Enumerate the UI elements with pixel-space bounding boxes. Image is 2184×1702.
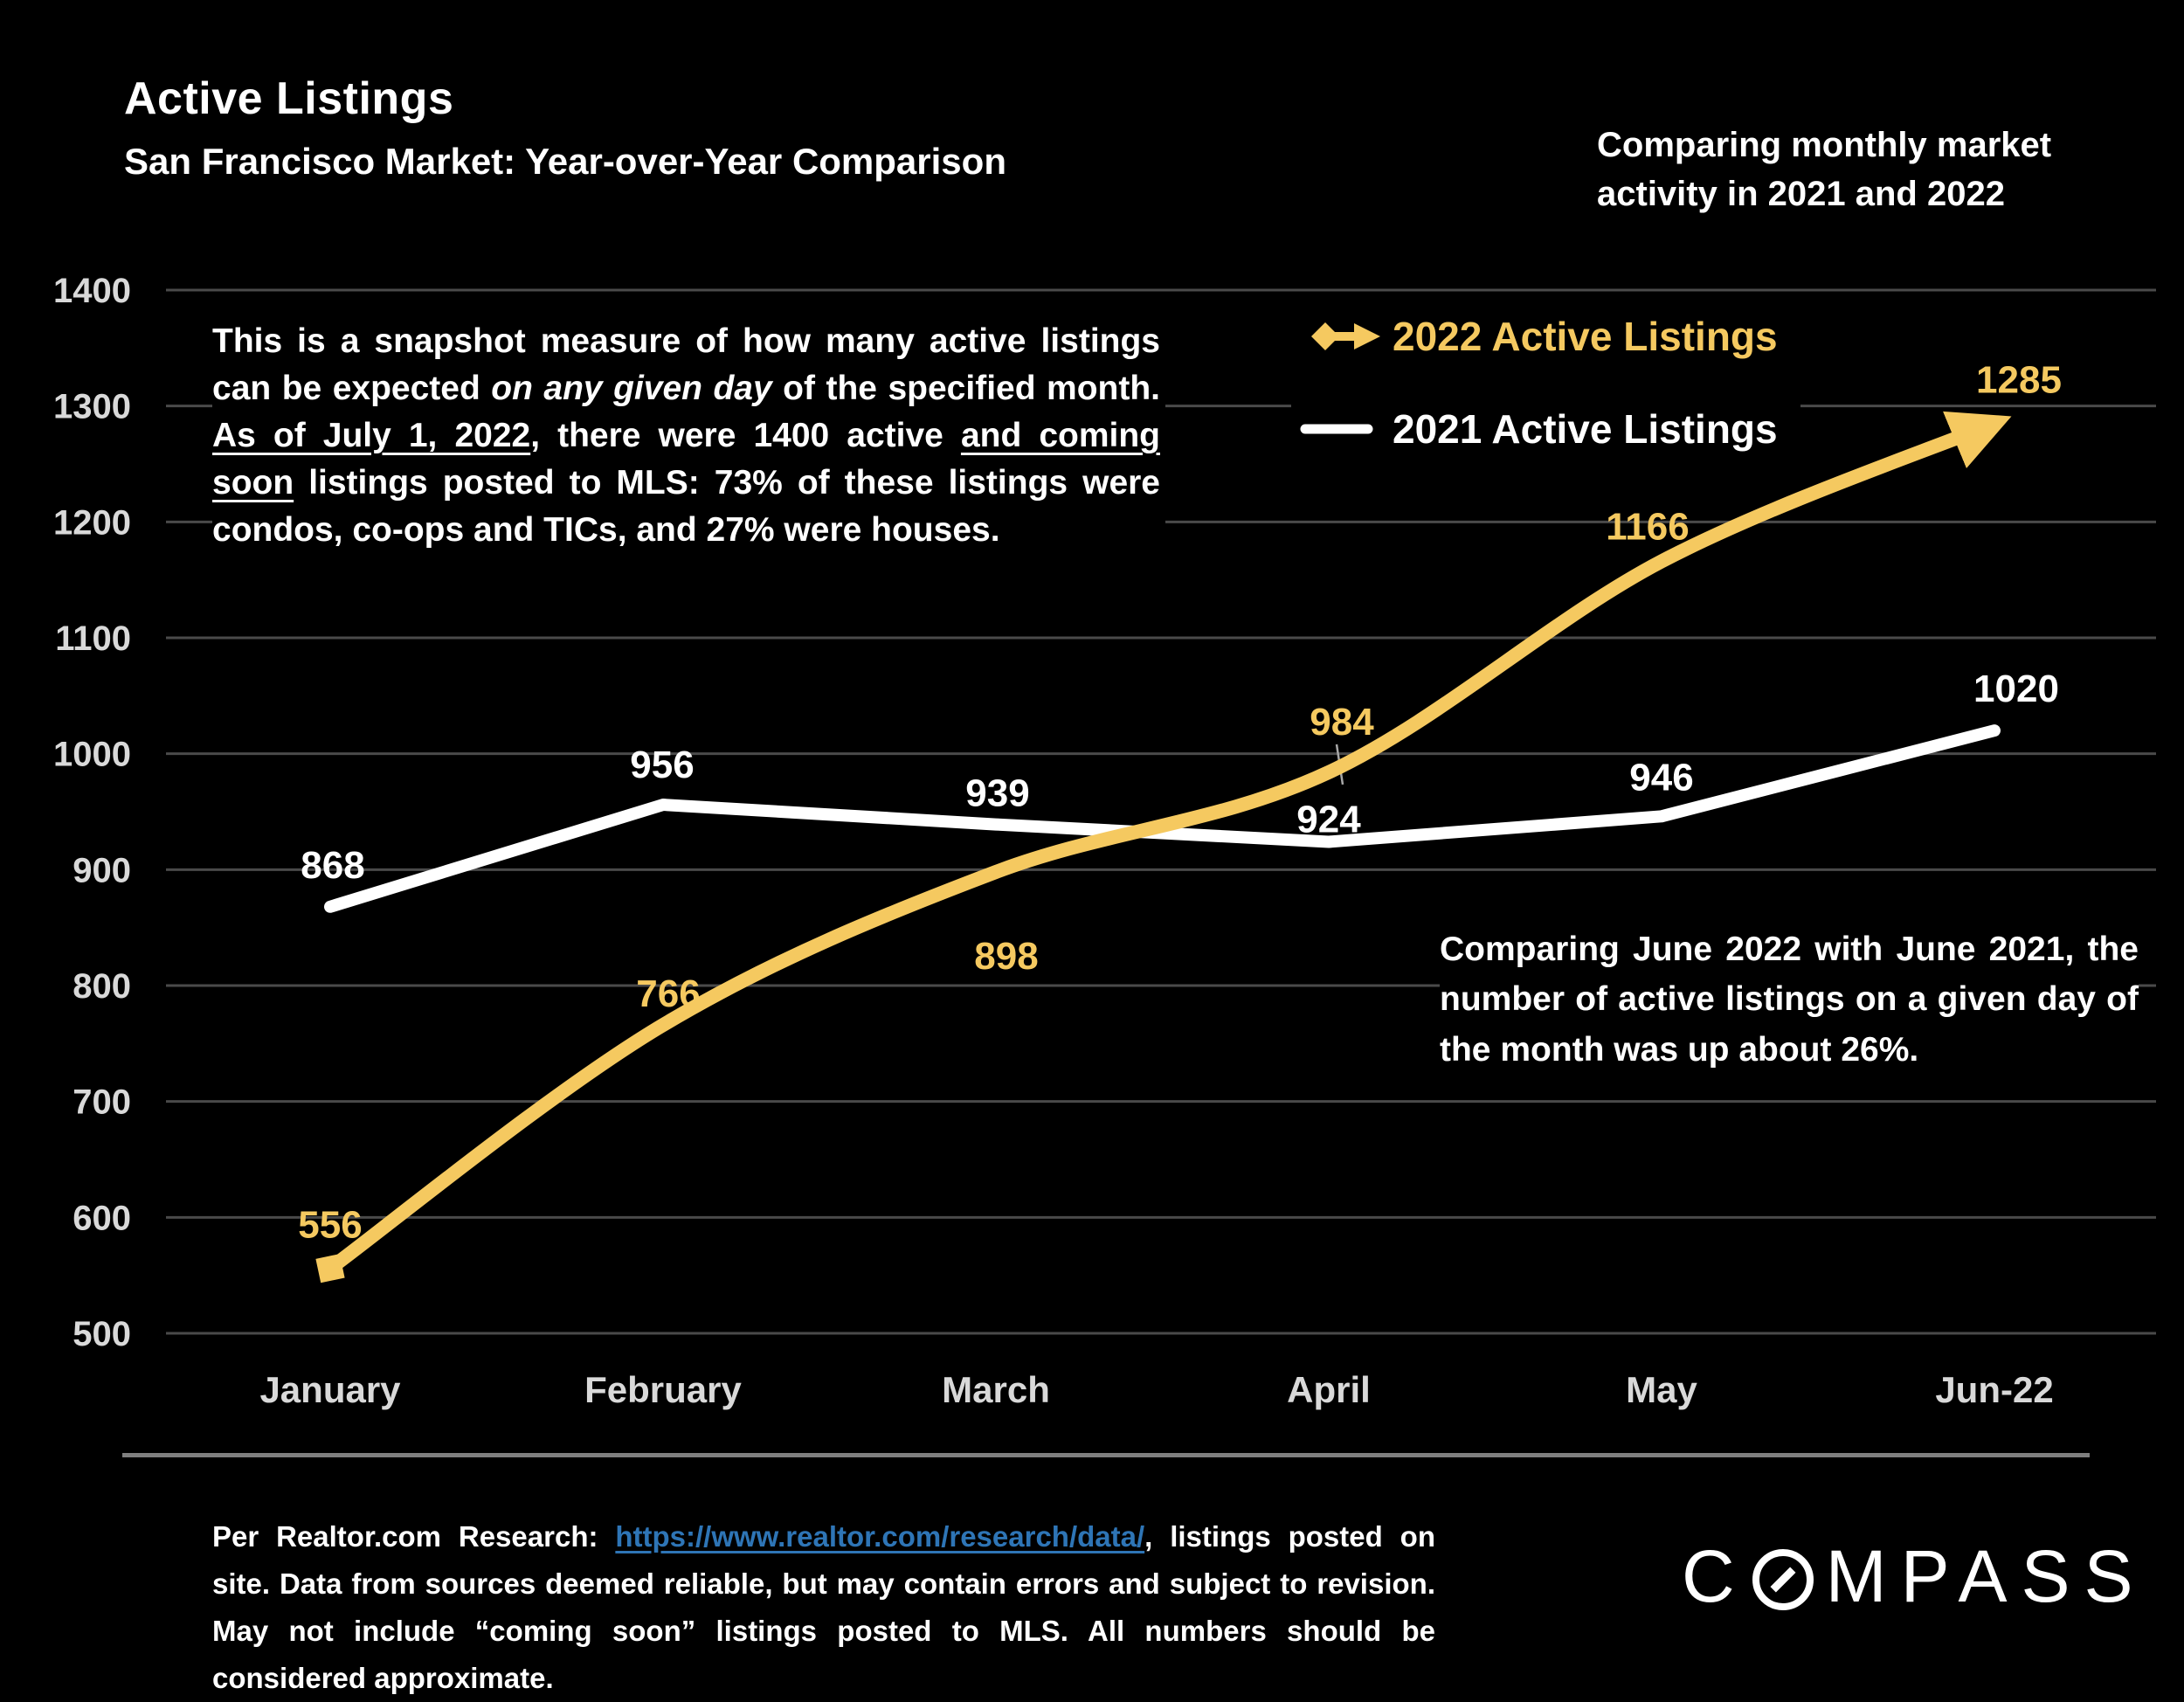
compass-logo: C MPASS bbox=[1682, 1534, 2147, 1619]
x-axis-label: April bbox=[1287, 1369, 1371, 1410]
page-title: Active Listings bbox=[124, 73, 454, 124]
data-label: 868 bbox=[301, 844, 364, 887]
tagline-line-1: Comparing monthly market bbox=[1597, 126, 2052, 164]
slide: { "header": { "title": "Active Listings"… bbox=[0, 0, 2184, 1638]
x-axis-label: Jun-22 bbox=[1935, 1369, 2053, 1410]
data-label: 956 bbox=[630, 744, 694, 786]
x-axis-label: May bbox=[1626, 1369, 1697, 1410]
y-axis-label: 500 bbox=[73, 1315, 131, 1353]
x-axis-label: March bbox=[942, 1369, 1050, 1410]
data-label: 946 bbox=[1629, 756, 1693, 799]
y-axis-label: 1300 bbox=[53, 388, 131, 426]
data-label: 1285 bbox=[1976, 359, 2062, 402]
chart-legend: 2022 Active Listings 2021 Active Listing… bbox=[1291, 308, 1800, 465]
series-line-2022 bbox=[323, 411, 2012, 1276]
footer-divider bbox=[122, 1453, 2090, 1457]
data-label: 939 bbox=[965, 772, 1029, 815]
legend-2021-line-icon bbox=[1300, 424, 1373, 434]
x-axis-label: February bbox=[584, 1369, 742, 1410]
legend-label-2021: 2021 Active Listings bbox=[1393, 406, 1778, 452]
data-label: 924 bbox=[1296, 798, 1361, 841]
y-axis-label: 800 bbox=[73, 967, 131, 1006]
data-label: 556 bbox=[298, 1204, 362, 1247]
y-axis-label: 600 bbox=[73, 1199, 131, 1237]
y-axis-label: 1100 bbox=[55, 619, 131, 658]
tagline-line-2: activity in 2021 and 2022 bbox=[1597, 175, 2005, 213]
y-axis-label: 1000 bbox=[53, 736, 131, 774]
data-label: 898 bbox=[974, 935, 1038, 978]
legend-2022-arrow-icon bbox=[1311, 322, 1380, 350]
source-link[interactable]: https://www.realtor.com/research/data/ bbox=[615, 1520, 1145, 1553]
y-axis-label: 1400 bbox=[53, 272, 131, 310]
data-label: 984 bbox=[1310, 701, 1374, 744]
y-axis-label: 1200 bbox=[53, 503, 131, 542]
page-subtitle: San Francisco Market: Year-over-Year Com… bbox=[124, 140, 1006, 182]
comparison-note: Comparing June 2022 with June 2021, the … bbox=[1440, 924, 2139, 1075]
logo-letters-mpass: MPASS bbox=[1825, 1535, 2147, 1617]
tagline: Comparing monthly market activity in 202… bbox=[1597, 121, 2051, 218]
y-axis-label: 900 bbox=[73, 851, 131, 889]
legend-item-2022: 2022 Active Listings bbox=[1298, 313, 1778, 360]
snapshot-note: This is a snapshot measure of how many a… bbox=[212, 315, 1165, 563]
series-start-marker bbox=[315, 1254, 345, 1283]
data-label: 1020 bbox=[1973, 668, 2059, 710]
series-line-2021 bbox=[324, 724, 2001, 913]
legend-item-2021: 2021 Active Listings bbox=[1298, 405, 1778, 453]
chart-canvas: 500 600 700 800 900 1000 1100 1200 1300 1400 Janua… bbox=[53, 272, 2156, 1410]
data-label: 766 bbox=[636, 972, 700, 1015]
logo-compass-o-icon bbox=[1752, 1548, 1814, 1610]
legend-label-2022: 2022 Active Listings bbox=[1393, 314, 1778, 359]
data-label: 1166 bbox=[1606, 505, 1689, 548]
y-axis-label: 700 bbox=[73, 1083, 131, 1122]
x-axis-label: January bbox=[259, 1369, 401, 1410]
footer-disclaimer: Per Realtor.com Research: https://www.re… bbox=[212, 1520, 1435, 1695]
logo-letter-c: C bbox=[1682, 1535, 1749, 1617]
